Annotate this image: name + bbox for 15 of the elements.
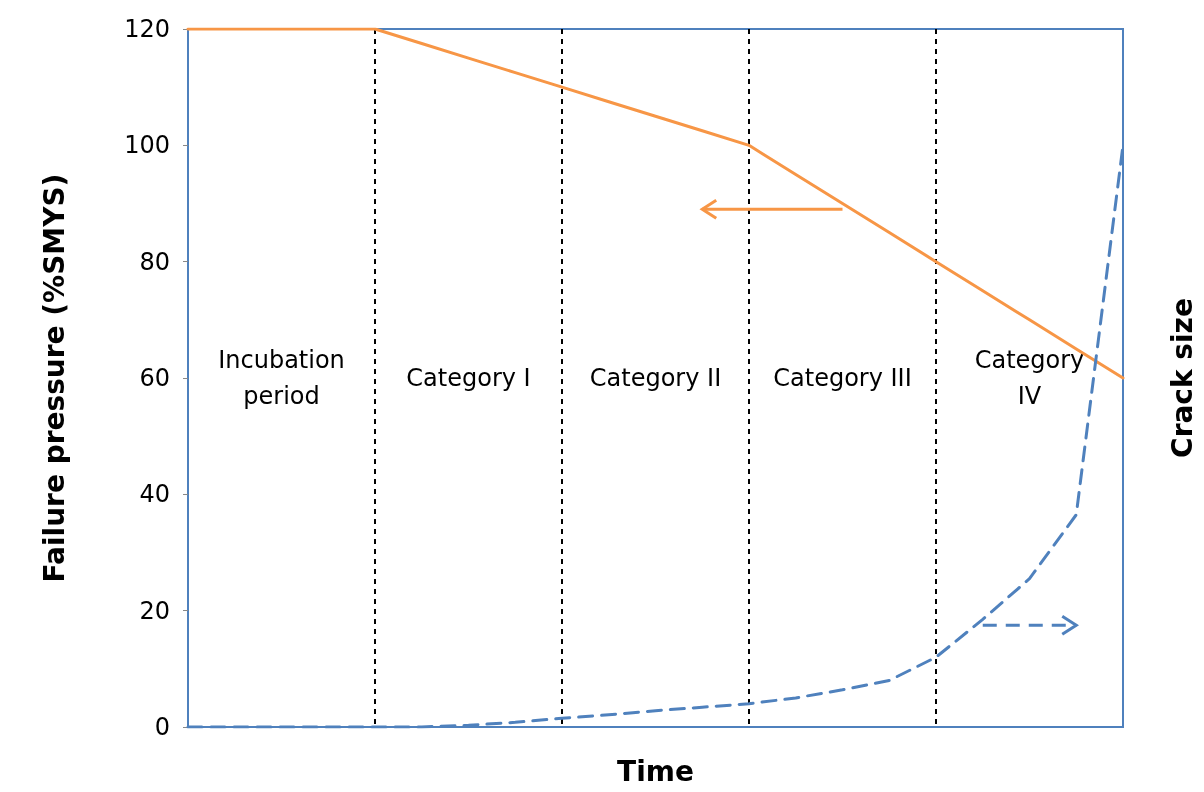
y-tick-label: 120 (124, 15, 170, 43)
x-axis-title: Time (617, 754, 694, 788)
annotation: Incubation period (218, 346, 345, 410)
y2-axis-title: Crack size (1165, 298, 1199, 458)
y-tick-label: 100 (124, 131, 170, 160)
y-tick-label: 0 (154, 713, 170, 741)
y-axis-title: Failure pressure (%SMYS) (37, 173, 71, 583)
annotation: Category I (406, 364, 531, 392)
annotation: Category II (589, 364, 722, 392)
y-tick-label: 20 (139, 596, 170, 625)
y-tick-label: 40 (139, 480, 170, 509)
y-tick-label: 60 (139, 364, 170, 392)
y-tick-label: 80 (139, 247, 170, 276)
annotation: Category III (773, 364, 912, 392)
annotation: Category IV (974, 346, 1085, 410)
